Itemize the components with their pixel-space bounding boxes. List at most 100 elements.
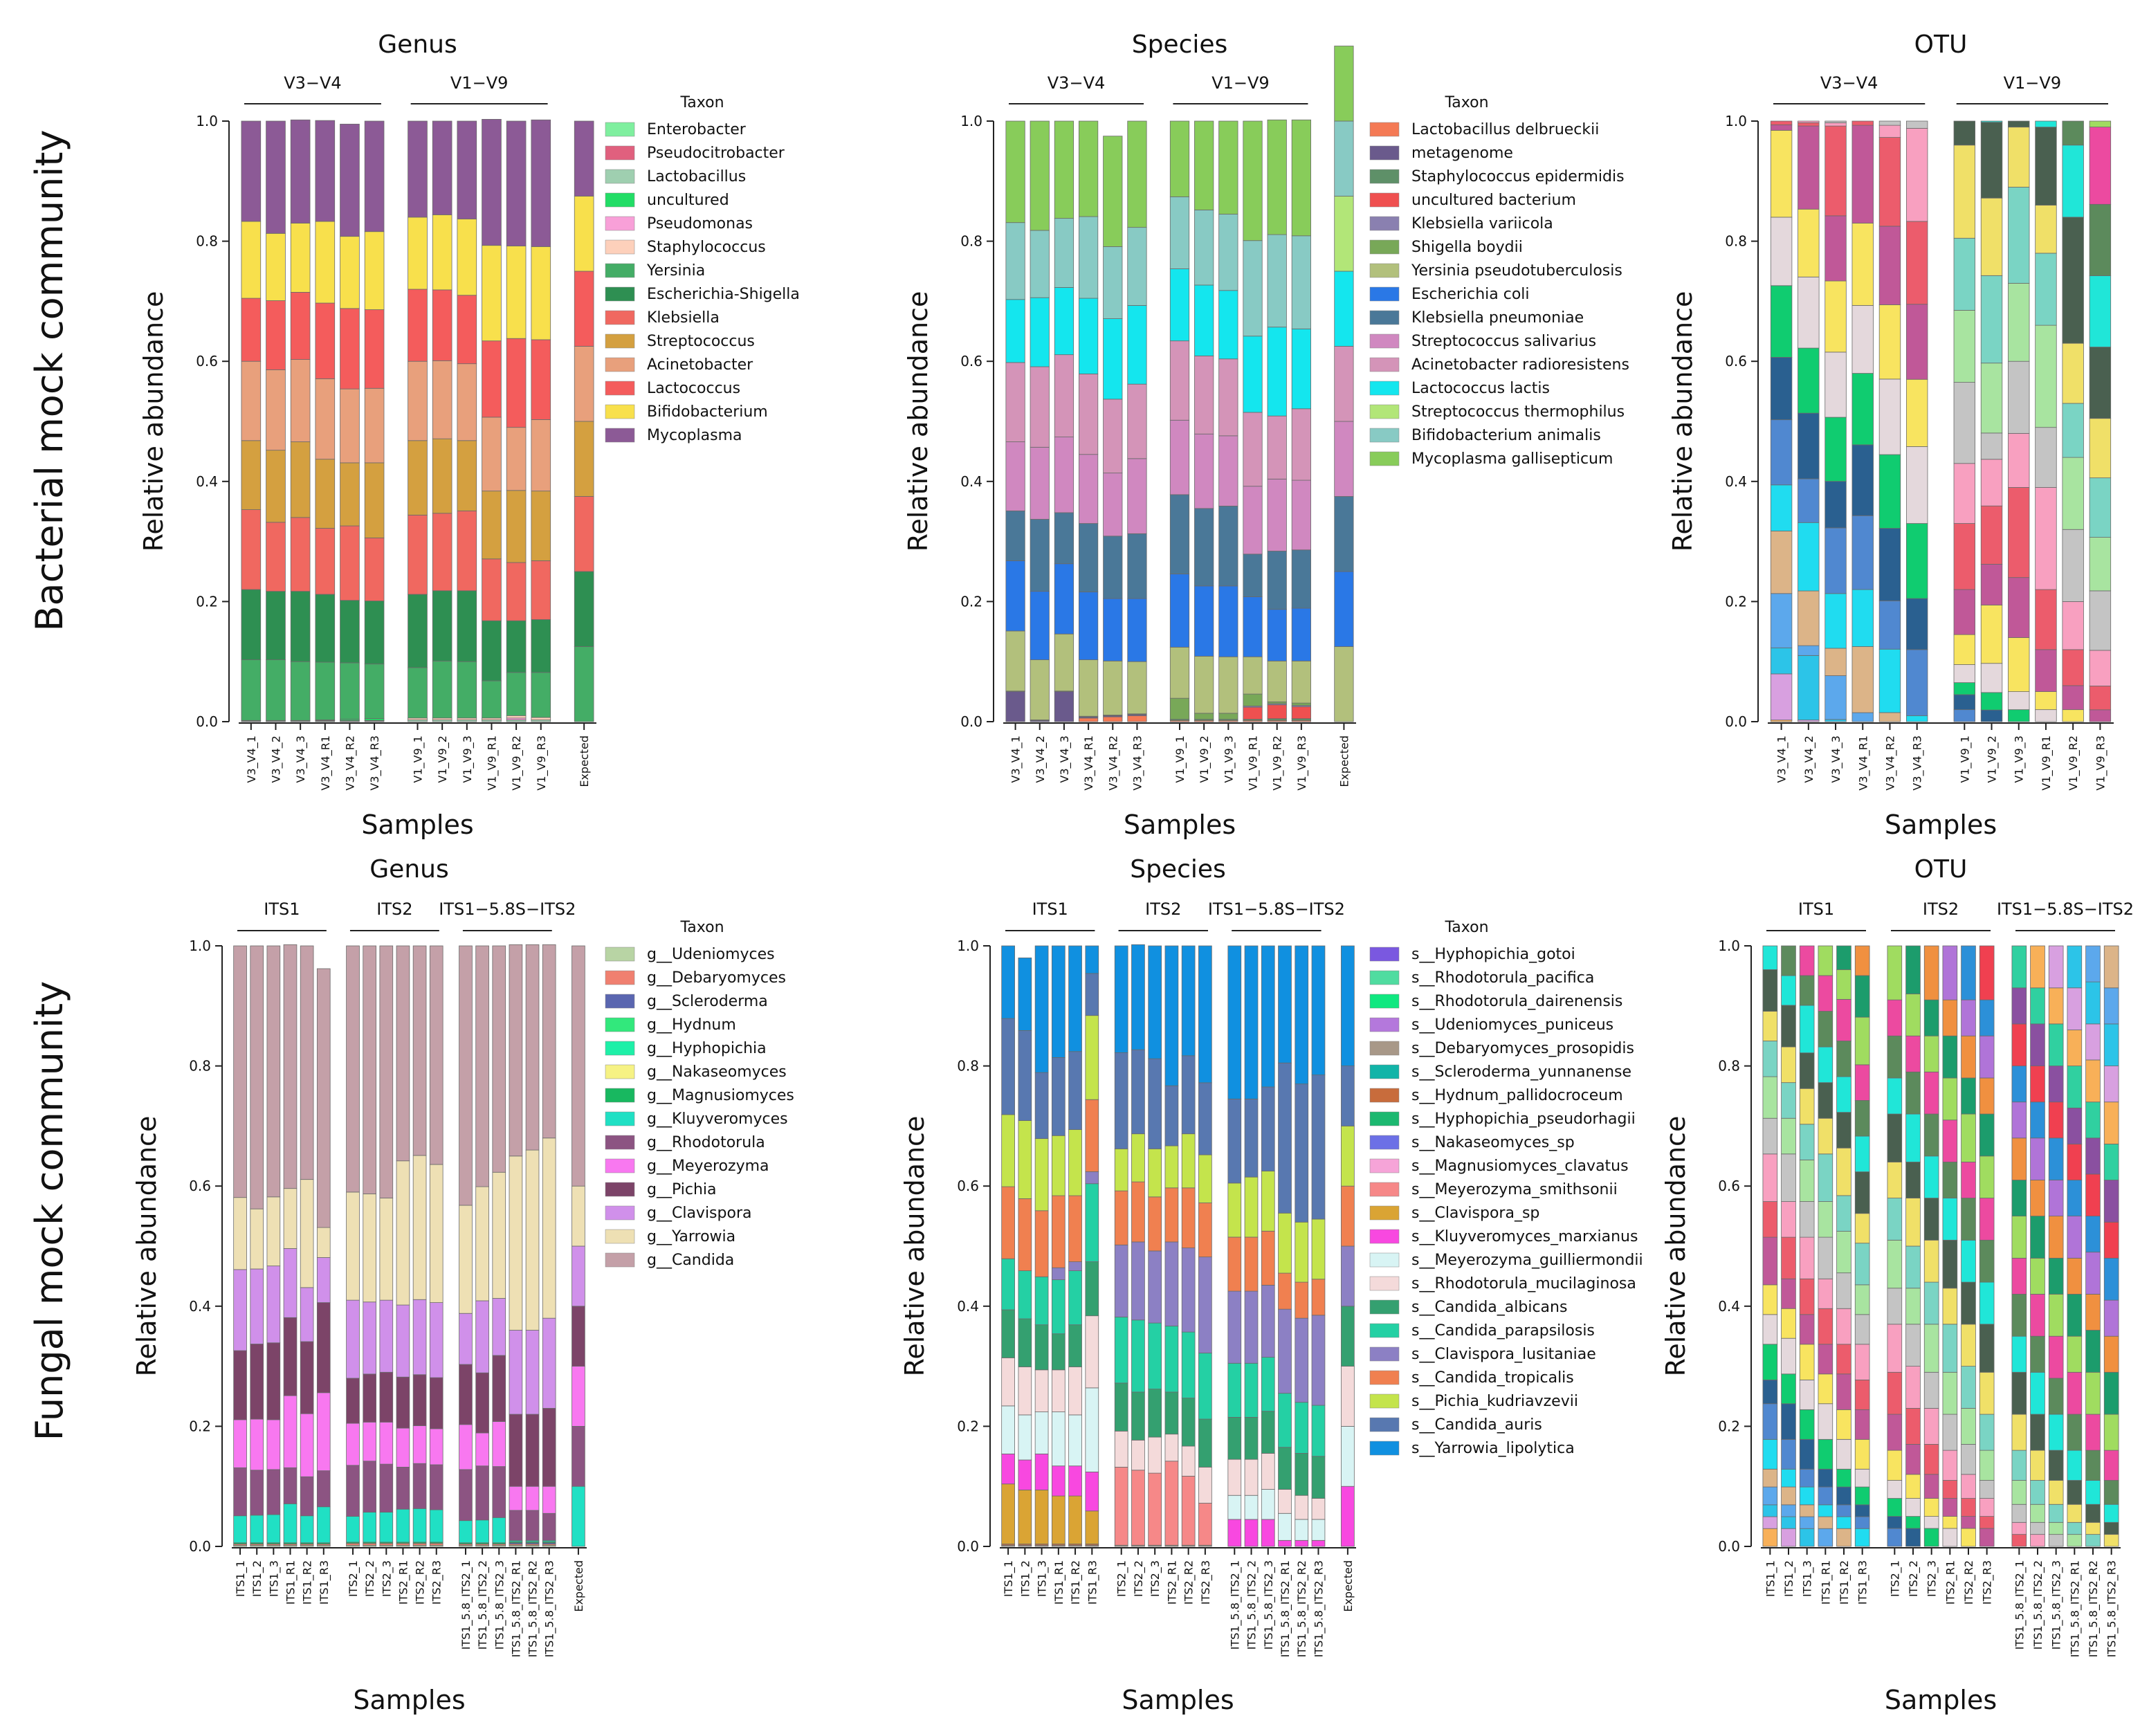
bar-segment [1218,214,1238,291]
bar-segment [1905,221,1928,305]
bar-segment [315,120,336,222]
bar-segment [2048,1450,2064,1481]
bar-segment [459,1424,473,1470]
bar-segment [1905,945,1921,994]
bar-segment [1851,120,1874,126]
bar-segment [1005,299,1025,363]
bar-segment [1030,519,1050,592]
bar-segment [1980,197,2003,276]
legend-entry: Lactobacillus [647,168,746,185]
bar-segment [509,1155,523,1331]
bar-segment [429,1377,443,1429]
legend-swatch [605,286,635,302]
bar-segment [250,1208,264,1270]
bar-segment [266,659,286,721]
bar-segment [1034,1369,1049,1412]
bar-segment [2008,360,2030,434]
legend-swatch [605,1182,635,1197]
bar-segment [1762,1528,1778,1547]
legend-swatch [1369,357,1400,372]
bar-segment [1068,1195,1082,1262]
bar-segment [1291,479,1311,551]
x-tick-label: V1_V9_2 [1198,735,1211,783]
bar-segment [1942,1120,1958,1162]
bar-segment [531,339,551,420]
bar-segment [2085,1173,2101,1216]
bar-segment [316,968,331,1228]
x-tick-label: V3_V4_3 [294,735,308,783]
bar-segment [1018,1270,1032,1319]
bar-segment [1051,1465,1066,1497]
bar-segment [574,196,594,272]
bar-segment [2089,203,2112,276]
legend-entry: g__Magnusiomyces [647,1087,794,1104]
bar-segment [1979,1516,1995,1529]
bar-segment [1781,1486,1796,1506]
bar-segment [1030,120,1050,231]
bar-segment [525,1510,540,1541]
bar-segment [2030,1216,2045,1259]
bar-segment [1148,1472,1162,1546]
x-tick-label: ITS1_5.8_ITS2_R2 [527,1560,540,1657]
bar-segment [1953,145,1976,239]
bar-segment [1825,593,1847,649]
bar-segment [1169,646,1190,699]
bar-segment [1103,660,1123,715]
x-axis-title: Samples [1885,810,1997,840]
legend-entry: s__Candida_tropicalis [1411,1369,1574,1387]
bar-segment [1085,1387,1099,1472]
bar-segment [506,715,527,719]
bar-segment [1261,1411,1275,1454]
legend-entry: g__Nakaseomyces [647,1063,787,1081]
bar-segment [283,944,298,1189]
legend-entry: s__Hyphopichia_gotoi [1411,946,1575,963]
legend-swatch [1369,404,1400,419]
legend-swatch [1369,1135,1400,1150]
bar-segment [363,1461,376,1513]
bar-segment [1164,945,1179,1086]
bar-segment [1078,659,1099,717]
x-tick-label: ITS2_R3 [430,1560,444,1605]
bar-segment [525,944,540,1151]
x-tick-label: ITS1_5.8_ITS2_3 [1262,1560,1276,1650]
bar-segment [2067,945,2083,989]
bar-segment [1942,1162,1958,1198]
x-tick-label: V1_V9_R1 [2040,735,2054,791]
bar-segment [1194,210,1214,286]
bar-segment [1311,1456,1326,1499]
bar-segment [1887,1113,1903,1162]
bar-segment [1980,459,2003,506]
legend-entry: g__Meyerozyma [647,1158,769,1175]
bar-segment [1341,1425,1355,1487]
bar-segment [1979,999,1995,1036]
bar-segment [1181,1398,1196,1447]
bar-segment [1131,1133,1145,1182]
legend-entry: s__Kluyveromyces_marxianus [1411,1228,1638,1245]
bar-segment [1825,527,1847,594]
group-label: ITS2 [1145,899,1181,919]
bar-segment [1942,1414,1958,1451]
bar-segment [408,289,428,362]
bar-segment [1799,1124,1815,1160]
bar-segment [1164,1326,1179,1393]
legend-entry: uncultured bacterium [1411,192,1576,209]
bar-segment [1198,1257,1212,1353]
bar-segment [1005,691,1025,722]
bar-segment [1961,1162,1976,1198]
bar-segment [1979,1450,1995,1481]
bar-segment [492,1517,506,1544]
y-tick-label: 0.0 [957,1538,979,1555]
x-tick-label: ITS1_R1 [1052,1560,1066,1605]
bar-segment [475,1300,489,1373]
bar-segment [1148,1148,1162,1198]
x-tick-label: ITS1_R3 [1086,1560,1099,1605]
bar-segment [1905,994,1921,1036]
bar-segment [363,1421,376,1462]
bar-segment [2089,650,2112,686]
x-tick-label: ITS2_1 [347,1560,360,1597]
bar-segment [457,440,477,511]
bar-segment [1799,1088,1815,1125]
x-tick-label: ITS2_2 [363,1560,377,1597]
legend-entry: g__Pichia [647,1181,717,1198]
bar-segment [1085,1471,1099,1512]
